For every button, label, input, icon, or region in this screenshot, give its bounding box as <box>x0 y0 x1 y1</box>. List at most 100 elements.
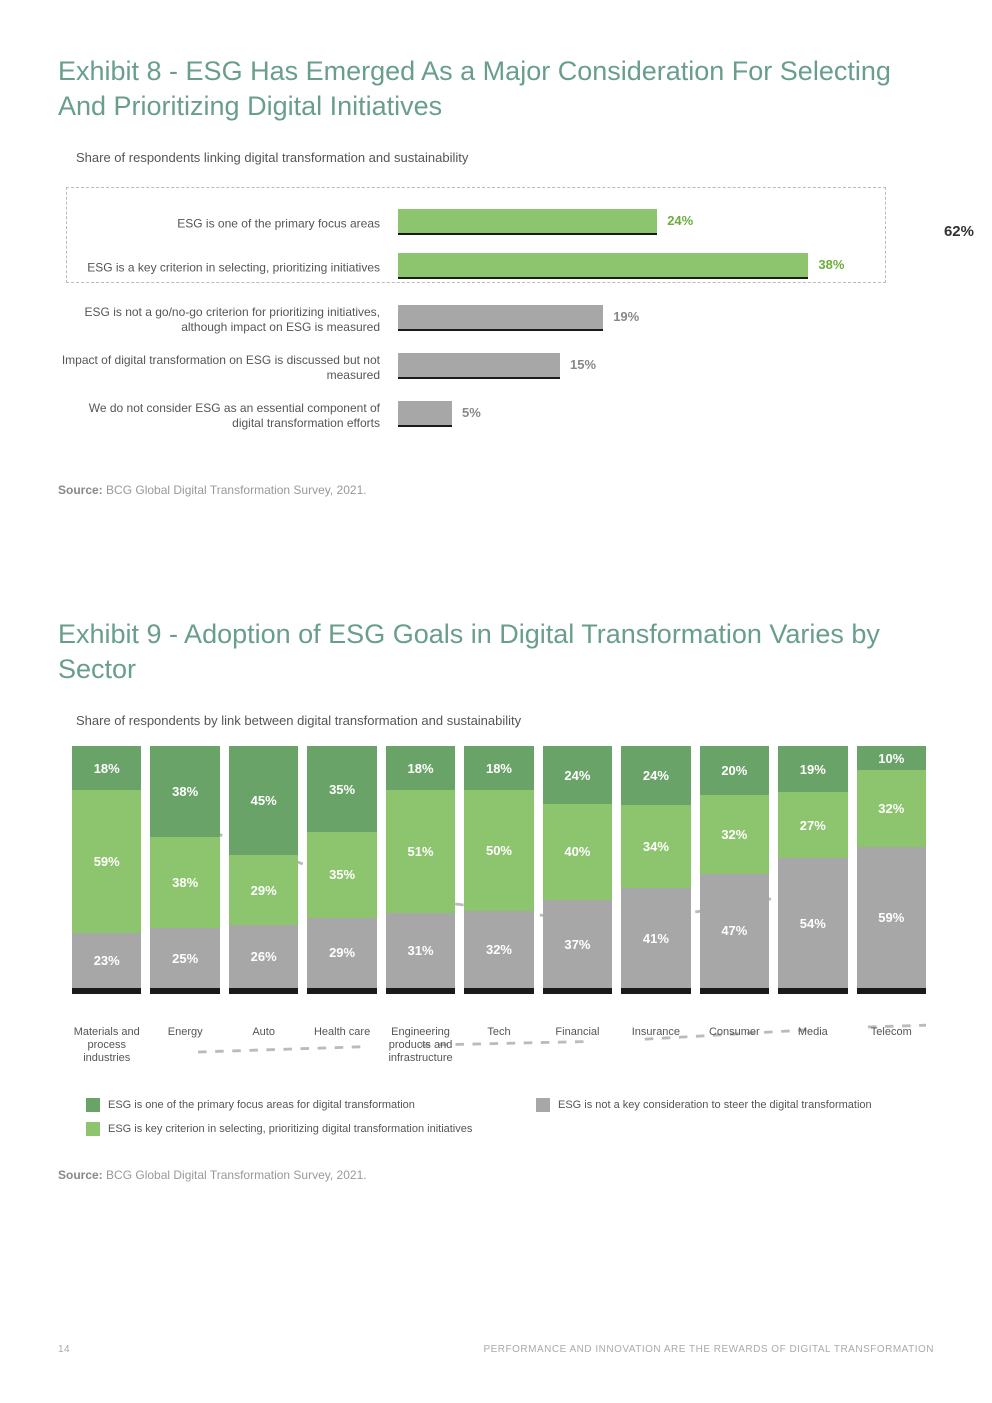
exhibit-9-x-label: Engineering products and infrastructure <box>386 1026 455 1064</box>
exhibit-9-segment: 38% <box>150 746 219 837</box>
bar-shadow <box>464 988 533 994</box>
bar-shadow <box>857 988 926 994</box>
exhibit-9-stack: 24%40%37% <box>543 746 612 988</box>
exhibit-9-column: 20%32%47% <box>700 746 769 998</box>
exhibit-8-row-label: ESG is not a go/no-go criterion for prio… <box>58 305 388 335</box>
exhibit-9-column: 18%50%32% <box>464 746 533 998</box>
exhibit-8-row: ESG is a key criterion in selecting, pri… <box>58 251 934 285</box>
exhibit-8-bar <box>398 209 657 233</box>
exhibit-9-segment: 20% <box>700 746 769 795</box>
exhibit-9-stack: 19%27%54% <box>778 746 847 988</box>
exhibit-9-segment: 27% <box>778 792 847 857</box>
exhibit-9-x-label: Consumer <box>700 1026 769 1064</box>
legend-item: ESG is one of the primary focus areas fo… <box>86 1098 476 1112</box>
bar-shadow <box>778 988 847 994</box>
exhibit-9-stack: 18%59%23% <box>72 746 141 988</box>
exhibit-9-segment: 29% <box>307 918 376 989</box>
exhibit-9-segment: 31% <box>386 913 455 988</box>
exhibit-9-column: 35%35%29% <box>307 746 376 998</box>
exhibit-9-chart: 18%59%23%38%38%25%45%29%26%35%35%29%18%5… <box>72 746 926 1036</box>
exhibit-9-stack: 45%29%26% <box>229 746 298 988</box>
exhibit-9-source: Source: BCG Global Digital Transformatio… <box>58 1168 934 1182</box>
source-label: Source: <box>58 1168 103 1182</box>
legend-swatch <box>86 1122 100 1136</box>
bar-shadow <box>543 988 612 994</box>
exhibit-9-segment: 23% <box>72 933 141 989</box>
exhibit-9-column: 18%51%31% <box>386 746 455 998</box>
exhibit-8-value: 24% <box>667 213 693 228</box>
exhibit-9-segment: 24% <box>543 746 612 804</box>
exhibit-9-legend: ESG is one of the primary focus areas fo… <box>86 1098 934 1136</box>
legend-text: ESG is one of the primary focus areas fo… <box>108 1099 415 1111</box>
exhibit-8-bar <box>398 401 452 425</box>
exhibit-9-segment: 54% <box>778 858 847 989</box>
exhibit-9-x-label: Tech <box>464 1026 533 1064</box>
exhibit-8-row-label: ESG is one of the primary focus areas <box>58 217 388 232</box>
exhibit-8-row: ESG is not a go/no-go criterion for prio… <box>58 303 934 337</box>
exhibit-8-bar <box>398 305 603 329</box>
exhibit-9-segment: 47% <box>700 874 769 989</box>
exhibit-8-row-label: We do not consider ESG as an essential c… <box>58 401 388 431</box>
exhibit-8-row-label: Impact of digital transformation on ESG … <box>58 353 388 383</box>
exhibit-9-stack: 18%51%31% <box>386 746 455 988</box>
bar-shadow <box>72 988 141 994</box>
exhibit-9-x-label: Insurance <box>621 1026 690 1064</box>
exhibit-9-x-label: Energy <box>150 1026 219 1064</box>
exhibit-8-value: 5% <box>462 405 481 420</box>
exhibit-9-x-label: Health care <box>307 1026 376 1064</box>
exhibit-9-segment: 35% <box>307 832 376 918</box>
exhibit-8-row: Impact of digital transformation on ESG … <box>58 351 934 385</box>
exhibit-8: Exhibit 8 - ESG Has Emerged As a Major C… <box>58 54 934 497</box>
exhibit-8-row-label: ESG is a key criterion in selecting, pri… <box>58 261 388 276</box>
exhibit-9-column: 45%29%26% <box>229 746 298 998</box>
bar-shadow <box>307 988 376 994</box>
exhibit-8-value: 15% <box>570 357 596 372</box>
legend-swatch <box>86 1098 100 1112</box>
bar-shadow <box>700 988 769 994</box>
page-number: 14 <box>58 1344 70 1355</box>
exhibit-9-x-label: Financial <box>543 1026 612 1064</box>
legend-item: ESG is not a key consideration to steer … <box>536 1098 926 1112</box>
source-label: Source: <box>58 483 103 497</box>
exhibit-9-segment: 32% <box>700 795 769 873</box>
exhibit-8-chart: 62% ESG is one of the primary focus area… <box>58 183 934 443</box>
exhibit-9-segment: 10% <box>857 746 926 770</box>
exhibit-9-column: 24%40%37% <box>543 746 612 998</box>
legend-text: ESG is key criterion in selecting, prior… <box>108 1123 472 1135</box>
exhibit-8-value: 19% <box>613 309 639 324</box>
exhibit-8-row: ESG is one of the primary focus areas 24% <box>58 207 934 241</box>
exhibit-9-segment: 24% <box>621 746 690 805</box>
exhibit-9-segment: 32% <box>857 770 926 847</box>
exhibit-9-stack: 20%32%47% <box>700 746 769 988</box>
exhibit-8-value: 38% <box>818 257 844 272</box>
exhibit-9-column: 24%34%41% <box>621 746 690 998</box>
exhibit-9-x-labels: Materials and process industriesEnergyAu… <box>72 1026 926 1064</box>
exhibit-9-segment: 38% <box>150 837 219 928</box>
exhibit-9-segment: 59% <box>72 790 141 933</box>
exhibit-9-segment: 40% <box>543 804 612 900</box>
footer-title: PERFORMANCE AND INNOVATION ARE THE REWAR… <box>483 1344 934 1355</box>
bar-shadow <box>621 988 690 994</box>
source-text: BCG Global Digital Transformation Survey… <box>103 483 367 497</box>
exhibit-9-segment: 32% <box>464 911 533 988</box>
exhibit-9-segment: 59% <box>857 847 926 988</box>
exhibit-8-bar <box>398 353 560 377</box>
exhibit-9-segment: 35% <box>307 746 376 832</box>
exhibit-8-bar <box>398 253 808 277</box>
exhibit-9: Exhibit 9 - Adoption of ESG Goals in Dig… <box>58 617 934 1182</box>
exhibit-9-subtitle: Share of respondents by link between dig… <box>76 713 934 728</box>
exhibit-9-segment: 41% <box>621 888 690 988</box>
exhibit-8-title: Exhibit 8 - ESG Has Emerged As a Major C… <box>58 54 934 124</box>
exhibit-9-x-label: Auto <box>229 1026 298 1064</box>
exhibit-9-segment: 18% <box>72 746 141 790</box>
bar-shadow <box>229 988 298 994</box>
legend-swatch <box>536 1098 550 1112</box>
bar-shadow <box>386 988 455 994</box>
exhibit-9-x-label: Media <box>778 1026 847 1064</box>
exhibit-9-segment: 29% <box>229 855 298 925</box>
exhibit-9-column: 38%38%25% <box>150 746 219 998</box>
exhibit-9-segment: 18% <box>386 746 455 790</box>
exhibit-9-x-label: Telecom <box>857 1026 926 1064</box>
exhibit-9-stack: 18%50%32% <box>464 746 533 988</box>
exhibit-8-row: We do not consider ESG as an essential c… <box>58 399 934 433</box>
